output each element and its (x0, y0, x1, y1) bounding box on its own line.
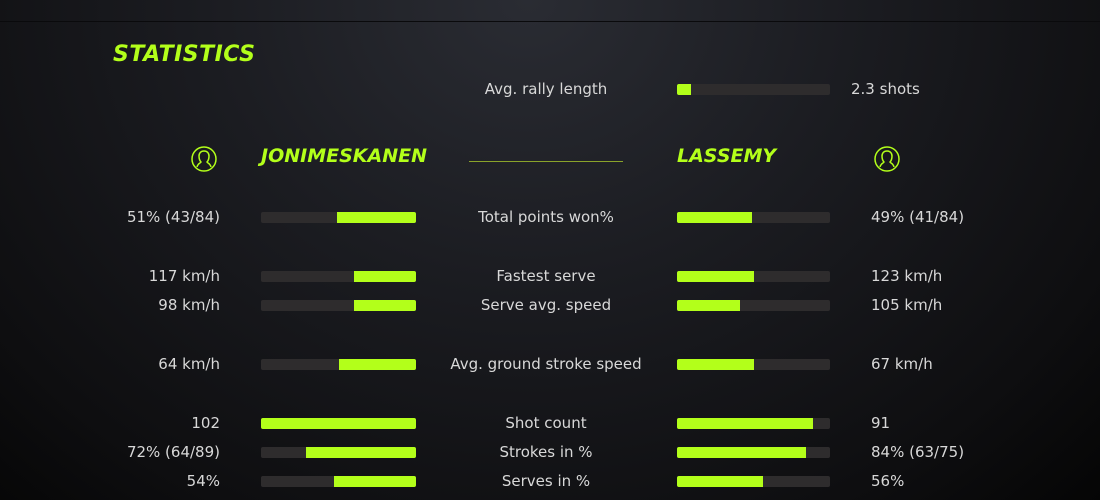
stat-left-value: 72% (64/89) (126, 443, 220, 461)
stat-left-bar-fill (333, 476, 416, 487)
stat-left-bar (261, 476, 416, 487)
player-right-name: LASSEMY (677, 145, 777, 167)
stat-right-bar (677, 476, 830, 487)
stat-label: Total points won% (478, 208, 614, 226)
rally-bar (677, 84, 830, 95)
stat-right-value: 84% (63/75) (871, 443, 965, 461)
stat-right-value: 91 (871, 414, 891, 432)
stat-right-bar (677, 359, 830, 370)
stat-left-value: 117 km/h (148, 267, 220, 285)
stat-left-bar-fill (354, 300, 416, 311)
rally-value: 2.3 shots (851, 80, 920, 98)
stat-left-bar (261, 418, 416, 429)
stat-right-value: 67 km/h (871, 355, 933, 373)
stat-right-bar-fill (677, 359, 754, 370)
stat-right-value: 49% (41/84) (871, 208, 965, 226)
stat-right-bar (677, 212, 830, 223)
stat-label: Avg. ground stroke speed (450, 355, 642, 373)
stat-left-value: 64 km/h (158, 355, 220, 373)
stat-left-value: 102 (191, 414, 220, 432)
stat-right-value: 56% (871, 472, 905, 490)
stat-left-bar (261, 271, 416, 282)
stat-left-value: 54% (186, 472, 220, 490)
stat-label: Serves in % (501, 472, 591, 490)
stat-left-bar-fill (354, 271, 416, 282)
stat-right-bar-fill (677, 476, 763, 487)
stat-left-value: 98 km/h (158, 296, 220, 314)
stat-left-bar (261, 300, 416, 311)
stat-right-bar (677, 300, 830, 311)
stat-right-bar (677, 447, 830, 458)
stat-left-value: 51% (43/84) (126, 208, 220, 226)
top-divider (0, 21, 1100, 22)
header-separator (469, 161, 623, 162)
stat-label: Strokes in % (499, 443, 593, 461)
stat-left-bar-fill (338, 359, 416, 370)
stat-left-bar (261, 212, 416, 223)
stat-label: Fastest serve (496, 267, 596, 285)
stat-left-bar (261, 359, 416, 370)
user-icon (874, 146, 900, 172)
stat-left-bar-fill (305, 447, 416, 458)
stat-right-bar-fill (677, 418, 814, 429)
stat-right-bar-fill (677, 300, 740, 311)
rally-label: Avg. rally length (484, 80, 608, 98)
stat-right-value: 105 km/h (871, 296, 943, 314)
user-icon (191, 146, 217, 172)
page-title: STATISTICS (113, 42, 256, 67)
rally-bar-fill (677, 84, 691, 95)
stat-right-value: 123 km/h (871, 267, 943, 285)
stat-right-bar (677, 418, 830, 429)
stat-left-bar-fill (336, 212, 416, 223)
stat-right-bar-fill (677, 447, 806, 458)
stat-right-bar (677, 271, 830, 282)
stat-label: Shot count (505, 414, 587, 432)
player-left-name: JONIMESKANEN (261, 145, 427, 167)
stat-left-bar-fill (261, 418, 416, 429)
stat-right-bar-fill (677, 212, 752, 223)
stat-right-bar-fill (677, 271, 754, 282)
stat-label: Serve avg. speed (480, 296, 612, 314)
stat-left-bar (261, 447, 416, 458)
